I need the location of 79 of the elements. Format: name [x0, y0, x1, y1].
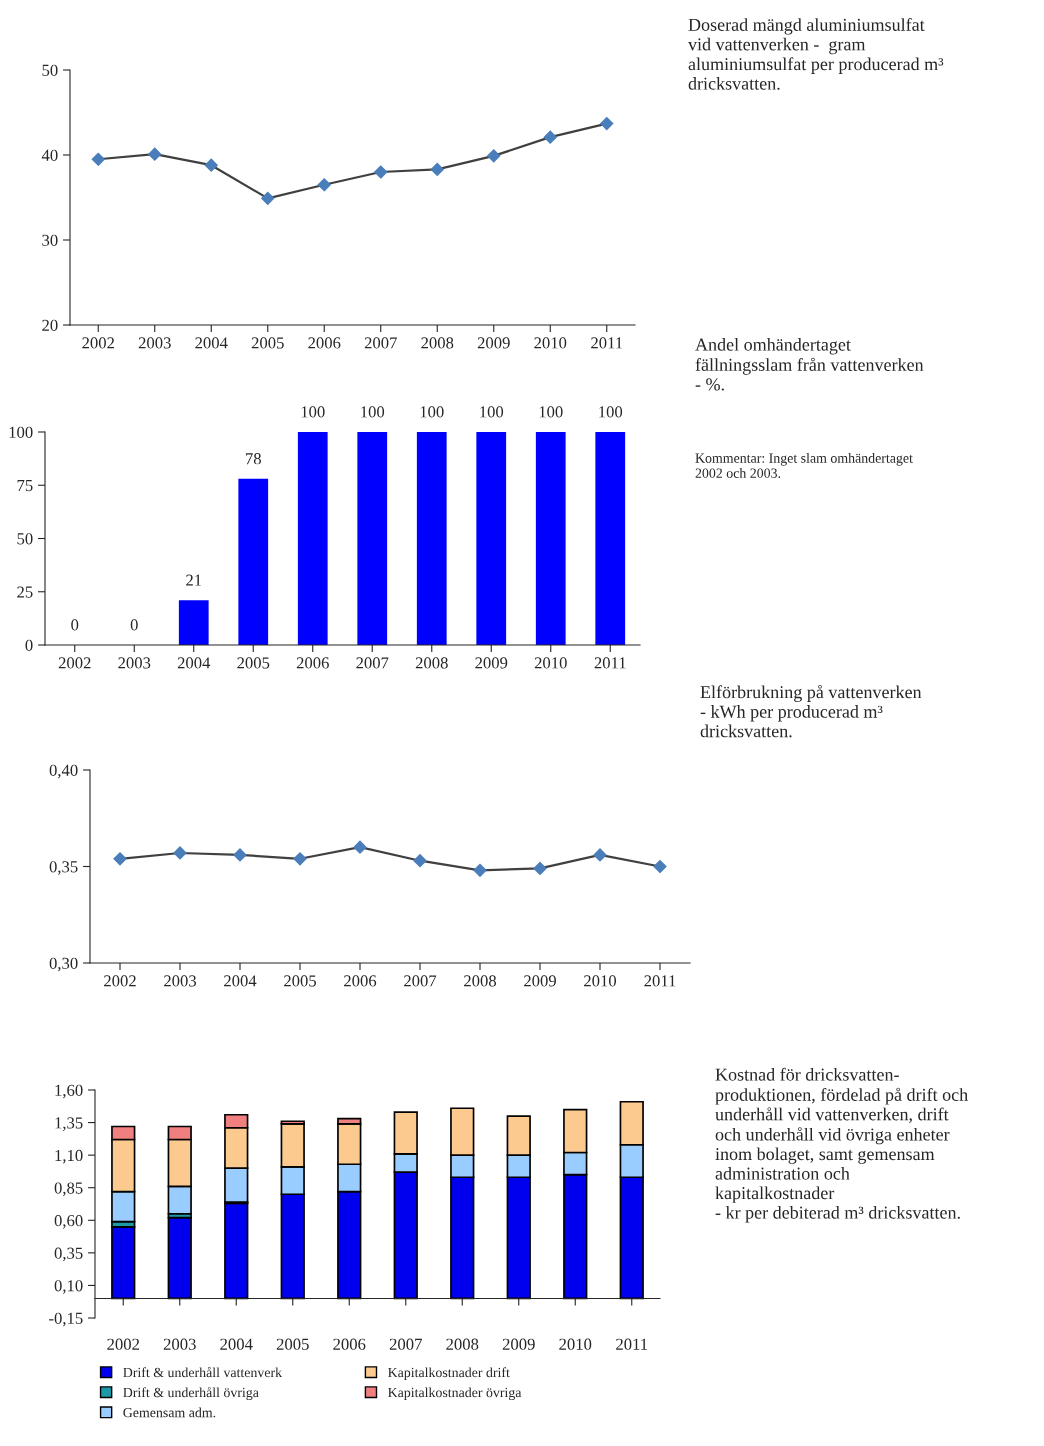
- y-tick-label: 50: [17, 533, 33, 545]
- x-tick-label: 2003: [163, 1338, 196, 1350]
- x-tick-label: 2007: [364, 337, 397, 349]
- x-tick-label: 2011: [594, 657, 626, 669]
- x-tick-label: 2009: [524, 975, 556, 987]
- data-label: 100: [420, 406, 444, 418]
- x-tick-label: 2006: [296, 657, 329, 669]
- y-tick-label: 40: [41, 149, 58, 161]
- x-tick-label: 2011: [616, 1338, 648, 1350]
- data-label: 100: [301, 406, 325, 418]
- x-tick-label: 2003: [164, 975, 197, 987]
- x-tick-label: 2004: [195, 337, 228, 349]
- data-label: 78: [246, 453, 261, 465]
- y-tick-label: 0,35: [54, 1247, 83, 1262]
- x-tick-label: 2006: [308, 337, 341, 349]
- x-tick-label: 2006: [344, 975, 377, 987]
- x-tick-label: 2008: [464, 975, 497, 987]
- y-tick-label: 20: [42, 319, 58, 331]
- x-tick-label: 2011: [591, 337, 623, 349]
- x-tick-label: 2003: [138, 337, 171, 349]
- x-tick-label: 2010: [534, 657, 567, 669]
- text: Doserad mängd aluminiumsulfat vid vattenverken - gram aluminiumsulfat per producerad m³ dricksvatten.: [688, 18, 944, 90]
- data-label: 100: [599, 406, 623, 418]
- y-tick-label: 25: [17, 586, 33, 598]
- x-tick-label: 2002: [107, 1338, 139, 1350]
- y-tick-label: 0: [25, 639, 33, 651]
- text: Kostnad för dricksvatten- produktionen, fördelad på drift och underhåll vid vattenverken, drift och underhåll vid övriga enheter inom bolaget, samt gemensam administration och kapitalkostnader - kr per debiterad m³ dricksvatten.: [715, 1067, 968, 1223]
- data-label: 100: [480, 406, 504, 418]
- legend-label: Kapitalkostnader drift: [388, 1367, 510, 1380]
- x-tick-label: 2011: [644, 975, 676, 987]
- data-label: 100: [361, 406, 385, 418]
- legend-label: Drift & underhåll vattenverk: [123, 1366, 283, 1378]
- y-tick-label: 0,30: [49, 957, 78, 972]
- x-tick-label: 2005: [284, 975, 317, 987]
- text: Elförbrukning på vattenverken - kWh per producerad m³ dricksvatten.: [700, 685, 922, 738]
- x-tick-label: 2006: [333, 1338, 366, 1350]
- data-label: 0: [130, 619, 138, 631]
- y-tick-label: 50: [42, 64, 58, 76]
- x-tick-label: 2007: [356, 657, 389, 669]
- x-tick-label: 2003: [118, 657, 151, 669]
- y-tick-label: 0,60: [54, 1214, 83, 1229]
- x-tick-label: 2005: [251, 337, 284, 349]
- x-tick-label: 2007: [389, 1338, 422, 1350]
- y-tick-label: 75: [17, 480, 33, 492]
- x-tick-label: 2004: [220, 1338, 253, 1350]
- text: Andel omhändertaget fällningsslam från vattenverken - %.: [695, 338, 924, 391]
- x-tick-label: 2009: [475, 657, 508, 669]
- x-tick-label: 2005: [237, 657, 270, 669]
- y-tick-label: 100: [9, 426, 33, 438]
- y-tick-label: -0,15: [49, 1312, 83, 1327]
- y-tick-label: 0,10: [54, 1280, 83, 1294]
- y-tick-label: 1,35: [55, 1117, 83, 1131]
- x-tick-label: 2010: [584, 975, 617, 987]
- x-tick-label: 2002: [104, 975, 136, 987]
- y-tick-label: 1,10: [55, 1149, 83, 1164]
- x-tick-label: 2004: [224, 975, 257, 987]
- data-label: 21: [186, 574, 202, 586]
- text: Kommentar: Inget slam omhändertaget 2002 och 2003.: [695, 453, 913, 478]
- x-tick-label: 2005: [276, 1338, 309, 1350]
- x-tick-label: 2002: [58, 657, 91, 669]
- y-tick-label: 1,60: [55, 1084, 83, 1099]
- x-tick-label: 2010: [559, 1338, 592, 1350]
- y-tick-label: 30: [42, 234, 58, 246]
- x-tick-label: 2009: [477, 337, 510, 349]
- y-tick-label: 0,85: [54, 1182, 83, 1197]
- x-tick-label: 2010: [534, 337, 567, 349]
- x-tick-label: 2008: [415, 657, 448, 669]
- legend-label: Gemensam adm.: [123, 1407, 216, 1418]
- x-tick-label: 2008: [446, 1338, 479, 1350]
- legend-label: Kapitalkostnader övriga: [388, 1387, 522, 1401]
- x-tick-label: 2004: [177, 657, 211, 669]
- y-tick-label: 0,40: [49, 764, 78, 779]
- legend-label: Drift & underhåll övriga: [123, 1387, 259, 1401]
- data-label: 100: [539, 406, 563, 418]
- y-tick-label: 0,35: [49, 861, 78, 875]
- x-tick-label: 2009: [502, 1338, 535, 1350]
- x-tick-label: 2002: [82, 337, 114, 349]
- x-tick-label: 2007: [404, 975, 437, 987]
- x-tick-label: 2008: [421, 337, 454, 349]
